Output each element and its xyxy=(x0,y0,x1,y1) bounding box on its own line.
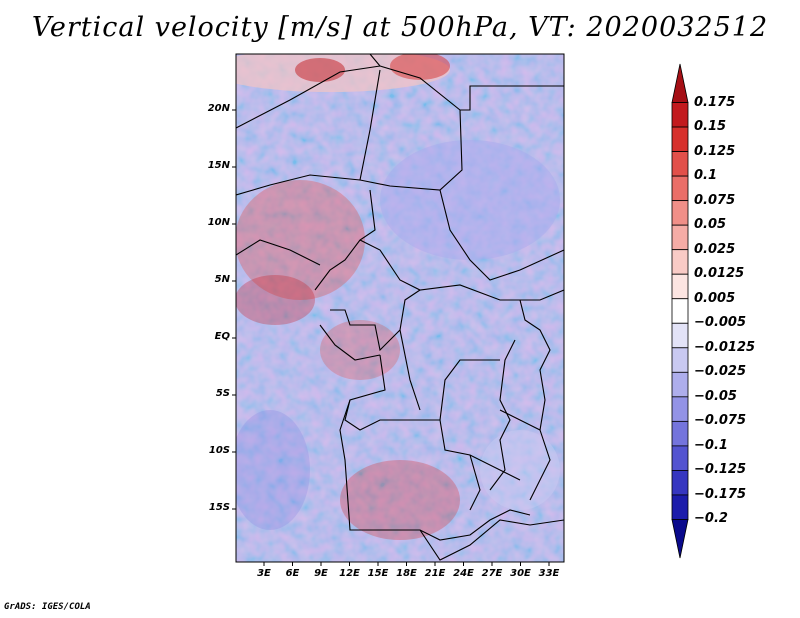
plot-frame xyxy=(235,53,565,563)
lon-label: 3E xyxy=(257,568,271,579)
colorbar-label: −0.175 xyxy=(694,486,747,502)
colorbar-label: −0.1 xyxy=(694,437,728,453)
colorbar-label: 0.175 xyxy=(694,94,736,110)
colorbar-swatch xyxy=(671,470,689,496)
colorbar-swatch xyxy=(671,445,689,471)
colorbar-swatch xyxy=(671,151,689,177)
colorbar-swatch xyxy=(671,200,689,226)
colorbar-swatch xyxy=(671,519,689,559)
colorbar xyxy=(671,63,689,559)
latitude-ticks xyxy=(232,109,236,510)
colorbar-label: −0.025 xyxy=(694,364,747,380)
lon-label: 6E xyxy=(285,568,300,579)
lon-label: 33E xyxy=(538,568,560,579)
colorbar-label: −0.005 xyxy=(694,315,747,331)
colorbar-label: 0.125 xyxy=(694,143,736,159)
lon-label: 27E xyxy=(481,568,503,579)
lat-label: 10S xyxy=(208,445,230,456)
colorbar-label: −0.0125 xyxy=(694,339,756,355)
colorbar-label: 0.0125 xyxy=(694,266,745,282)
grads-credit: GrADS: IGES/COLA xyxy=(4,602,91,612)
colorbar-swatch xyxy=(671,249,689,275)
lon-label: 30E xyxy=(510,568,531,579)
colorbar-swatch xyxy=(671,371,689,398)
colorbar-label: −0.05 xyxy=(694,388,737,404)
colorbar-swatch xyxy=(671,273,689,300)
lon-label: 21E xyxy=(424,568,446,579)
velocity-field xyxy=(236,54,564,562)
colorbar-swatch xyxy=(671,347,689,373)
colorbar-label: 0.05 xyxy=(694,217,727,233)
colorbar-swatch xyxy=(671,63,689,103)
colorbar-swatch xyxy=(671,298,689,324)
colorbar-swatch xyxy=(671,224,689,251)
colorbar-swatch xyxy=(671,396,689,422)
map-title: Vertical velocity [m/s] at 500hPa, VT: 2… xyxy=(31,12,769,43)
lat-label: 20N xyxy=(207,103,230,114)
lat-label: 5S xyxy=(215,388,230,399)
colorbar-swatch xyxy=(671,175,689,202)
colorbar-label: 0.005 xyxy=(694,290,736,306)
colorbar-label: −0.075 xyxy=(694,413,747,429)
colorbar-label: 0.075 xyxy=(694,192,736,208)
colorbar-label: −0.125 xyxy=(694,462,747,478)
colorbar-swatch xyxy=(671,322,689,349)
lat-label: 15N xyxy=(207,160,230,171)
colorbar-swatch xyxy=(671,420,689,447)
lon-label: 24E xyxy=(453,568,474,579)
country-borders xyxy=(236,54,564,561)
lat-label: EQ xyxy=(214,331,230,342)
lon-label: 12E xyxy=(339,568,360,579)
colorbar-swatch xyxy=(671,102,689,128)
lon-label: 9E xyxy=(314,568,328,579)
colorbar-swatch xyxy=(671,494,689,520)
longitude-ticks xyxy=(263,562,550,566)
colorbar-label: −0.2 xyxy=(694,511,728,527)
lon-label: 15E xyxy=(367,568,389,579)
lat-label: 5N xyxy=(214,274,230,285)
lat-label: 10N xyxy=(207,217,230,228)
lon-label: 18E xyxy=(396,568,417,579)
colorbar-label: 0.025 xyxy=(694,241,736,257)
lat-label: 15S xyxy=(208,502,230,513)
colorbar-label: 0.1 xyxy=(694,168,718,184)
colorbar-label: 0.15 xyxy=(694,119,727,135)
colorbar-swatch xyxy=(671,126,689,152)
